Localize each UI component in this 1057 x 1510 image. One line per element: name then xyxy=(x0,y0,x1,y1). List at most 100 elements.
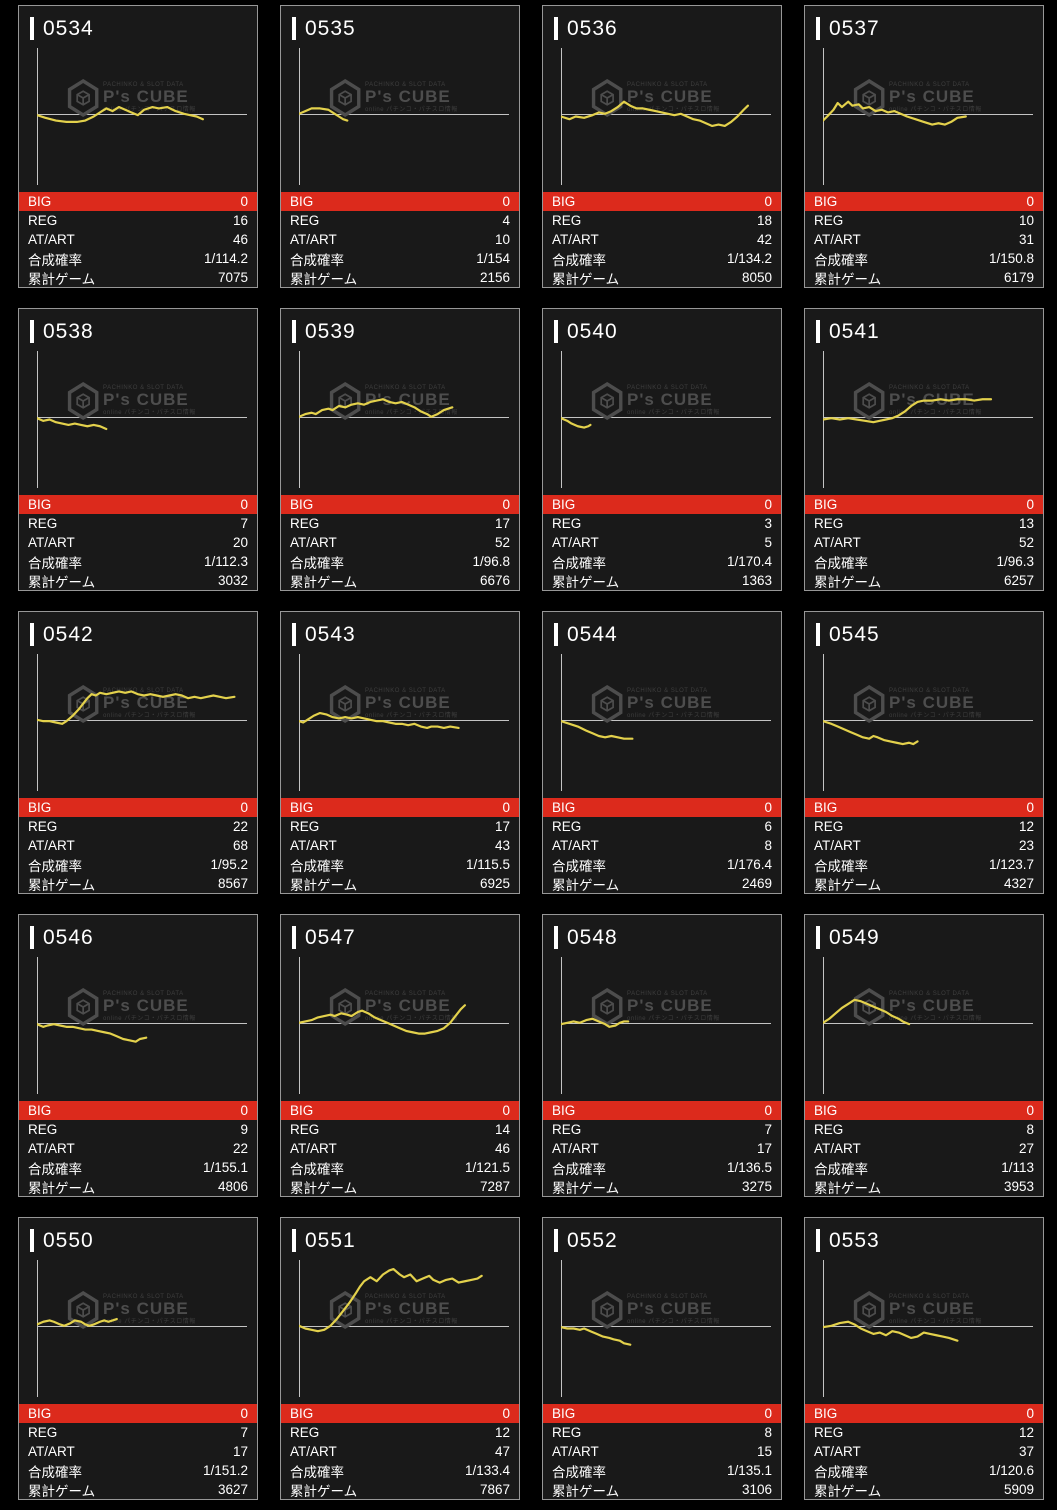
machine-panel[interactable]: 0536 PACHINKO & SLOT DATA P's CUBE onlin… xyxy=(542,5,782,288)
reg-label: REG xyxy=(814,213,844,228)
rate-label: 合成確率 xyxy=(552,1464,606,1480)
machine-panel[interactable]: 0542 PACHINKO & SLOT DATA P's CUBE onlin… xyxy=(18,611,258,894)
stats-table: BIG 0 REG 22 AT/ART 68 合成確率 1/95.2 累計ゲーム… xyxy=(19,798,257,893)
slump-line-area xyxy=(37,958,247,1093)
machine-panel[interactable]: 0544 PACHINKO & SLOT DATA P's CUBE onlin… xyxy=(542,611,782,894)
slump-graph: PACHINKO & SLOT DATA P's CUBE online パチン… xyxy=(19,44,257,189)
reg-value: 18 xyxy=(756,213,772,228)
machine-panel[interactable]: 0539 PACHINKO & SLOT DATA P's CUBE onlin… xyxy=(280,308,520,591)
stat-row-at-art: AT/ART 23 xyxy=(805,836,1043,855)
machine-panel[interactable]: 0549 PACHINKO & SLOT DATA P's CUBE onlin… xyxy=(804,914,1044,1197)
games-value: 8050 xyxy=(741,270,772,285)
machine-panel[interactable]: 0534 PACHINKO & SLOT DATA P's CUBE onlin… xyxy=(18,5,258,288)
slump-graph: PACHINKO & SLOT DATA P's CUBE online パチン… xyxy=(281,1256,519,1401)
machine-panel[interactable]: 0552 PACHINKO & SLOT DATA P's CUBE onlin… xyxy=(542,1217,782,1500)
machine-panel[interactable]: 0543 PACHINKO & SLOT DATA P's CUBE onlin… xyxy=(280,611,520,894)
slump-graph: PACHINKO & SLOT DATA P's CUBE online パチン… xyxy=(19,1256,257,1401)
stat-row-games: 累計ゲーム 8567 xyxy=(19,874,257,893)
at-art-value: 15 xyxy=(756,1444,772,1459)
stats-table: BIG 0 REG 16 AT/ART 46 合成確率 1/114.2 累計ゲー… xyxy=(19,192,257,287)
y-axis-line xyxy=(299,654,300,791)
rate-value: 1/113 xyxy=(1001,1160,1034,1175)
machine-panel[interactable]: 0540 PACHINKO & SLOT DATA P's CUBE onlin… xyxy=(542,308,782,591)
slump-line xyxy=(823,102,966,125)
reg-value: 9 xyxy=(240,1122,248,1137)
slump-graph: PACHINKO & SLOT DATA P's CUBE online パチン… xyxy=(19,650,257,795)
at-art-value: 37 xyxy=(1018,1444,1034,1459)
rate-label: 合成確率 xyxy=(552,858,606,874)
machine-panel[interactable]: 0535 PACHINKO & SLOT DATA P's CUBE onlin… xyxy=(280,5,520,288)
big-label: BIG xyxy=(552,497,576,512)
games-value: 2469 xyxy=(741,876,772,891)
rate-value: 1/151.2 xyxy=(202,1463,248,1478)
stats-table: BIG 0 REG 7 AT/ART 17 合成確率 1/151.2 累計ゲーム… xyxy=(19,1404,257,1499)
slump-line-area xyxy=(299,1261,509,1396)
machine-number: 0547 xyxy=(305,926,356,949)
panel-header: 0550 xyxy=(19,1218,257,1254)
machine-panel[interactable]: 0538 PACHINKO & SLOT DATA P's CUBE onlin… xyxy=(18,308,258,591)
big-label: BIG xyxy=(290,1103,314,1118)
big-value: 0 xyxy=(240,800,248,815)
machine-panel[interactable]: 0547 PACHINKO & SLOT DATA P's CUBE onlin… xyxy=(280,914,520,1197)
stat-row-reg: REG 7 xyxy=(19,514,257,533)
reg-value: 16 xyxy=(232,213,248,228)
rate-label: 合成確率 xyxy=(814,1464,868,1480)
stat-row-reg: REG 12 xyxy=(805,1423,1043,1442)
stats-table: BIG 0 REG 8 AT/ART 15 合成確率 1/135.1 累計ゲーム… xyxy=(543,1404,781,1499)
panel-header: 0536 xyxy=(543,6,781,42)
machine-panel[interactable]: 0537 PACHINKO & SLOT DATA P's CUBE onlin… xyxy=(804,5,1044,288)
y-axis-line xyxy=(823,48,824,185)
slump-line-area xyxy=(37,49,247,184)
panel-header: 0544 xyxy=(543,612,781,648)
machine-panel[interactable]: 0553 PACHINKO & SLOT DATA P's CUBE onlin… xyxy=(804,1217,1044,1500)
at-art-label: AT/ART xyxy=(552,1444,599,1459)
games-value: 4327 xyxy=(1003,876,1034,891)
machine-number: 0535 xyxy=(305,17,356,40)
reg-label: REG xyxy=(552,819,582,834)
rate-value: 1/150.8 xyxy=(988,251,1034,266)
zero-baseline xyxy=(561,1325,771,1327)
stat-row-big: BIG 0 xyxy=(543,495,781,514)
at-art-value: 68 xyxy=(232,838,248,853)
reg-value: 7 xyxy=(240,516,248,531)
machine-panel[interactable]: 0546 PACHINKO & SLOT DATA P's CUBE onlin… xyxy=(18,914,258,1197)
stat-row-reg: REG 10 xyxy=(805,211,1043,230)
stat-row-rate: 合成確率 1/120.6 xyxy=(805,1461,1043,1480)
zero-baseline xyxy=(37,113,247,115)
games-value: 2156 xyxy=(479,270,510,285)
reg-value: 12 xyxy=(1018,819,1034,834)
machine-panel[interactable]: 0550 PACHINKO & SLOT DATA P's CUBE onlin… xyxy=(18,1217,258,1500)
zero-baseline xyxy=(299,719,509,721)
machine-panel[interactable]: 0548 PACHINKO & SLOT DATA P's CUBE onlin… xyxy=(542,914,782,1197)
machine-number: 0534 xyxy=(43,17,94,40)
stat-row-reg: REG 8 xyxy=(805,1120,1043,1139)
games-value: 6257 xyxy=(1003,573,1034,588)
panel-header: 0534 xyxy=(19,6,257,42)
zero-baseline xyxy=(37,719,247,721)
stat-row-at-art: AT/ART 20 xyxy=(19,533,257,552)
machine-panel[interactable]: 0545 PACHINKO & SLOT DATA P's CUBE onlin… xyxy=(804,611,1044,894)
machine-panel[interactable]: 0541 PACHINKO & SLOT DATA P's CUBE onlin… xyxy=(804,308,1044,591)
slump-line-area xyxy=(561,1261,771,1396)
at-art-label: AT/ART xyxy=(552,232,599,247)
at-art-label: AT/ART xyxy=(28,535,75,550)
at-art-value: 52 xyxy=(494,535,510,550)
stat-row-rate: 合成確率 1/123.7 xyxy=(805,855,1043,874)
slump-line-area xyxy=(561,49,771,184)
stat-row-at-art: AT/ART 31 xyxy=(805,230,1043,249)
reg-label: REG xyxy=(28,516,58,531)
header-marker-bar xyxy=(816,320,820,343)
stat-row-big: BIG 0 xyxy=(281,495,519,514)
slump-graph: PACHINKO & SLOT DATA P's CUBE online パチン… xyxy=(543,1256,781,1401)
stat-row-big: BIG 0 xyxy=(543,1101,781,1120)
rate-label: 合成確率 xyxy=(28,1464,82,1480)
stat-row-games: 累計ゲーム 3106 xyxy=(543,1480,781,1499)
slump-line xyxy=(299,1005,465,1033)
stats-table: BIG 0 REG 8 AT/ART 27 合成確率 1/113 累計ゲーム 3… xyxy=(805,1101,1043,1196)
big-label: BIG xyxy=(552,800,576,815)
at-art-label: AT/ART xyxy=(290,232,337,247)
machine-panel[interactable]: 0551 PACHINKO & SLOT DATA P's CUBE onlin… xyxy=(280,1217,520,1500)
big-value: 0 xyxy=(764,1406,772,1421)
games-value: 7287 xyxy=(479,1179,510,1194)
